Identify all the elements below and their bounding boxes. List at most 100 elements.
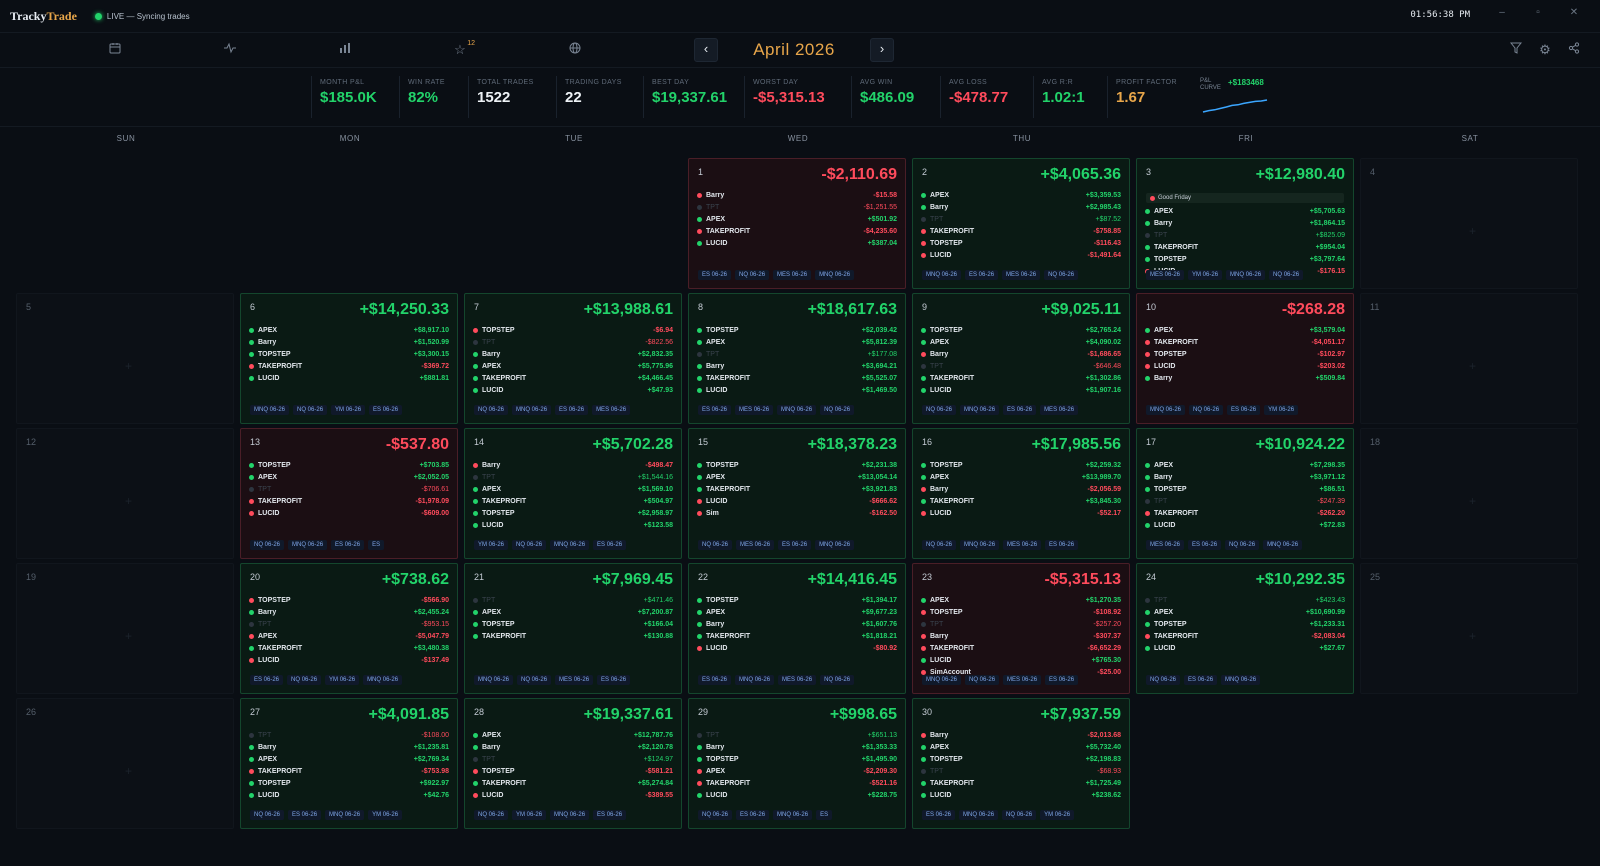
- instrument-tag[interactable]: NQ 06-26: [820, 675, 855, 685]
- instrument-tag[interactable]: MNQ 06-26: [959, 810, 999, 820]
- add-entry-icon[interactable]: +: [125, 493, 133, 508]
- account-row[interactable]: Barry -$1,686.65: [921, 348, 1121, 360]
- instrument-tag[interactable]: ES: [368, 540, 385, 550]
- account-row[interactable]: APEX +$5,812.39: [697, 336, 897, 348]
- account-row[interactable]: TOPSTEP +$2,765.24: [921, 324, 1121, 336]
- account-row[interactable]: TAKEPROFIT +$130.88: [473, 630, 673, 642]
- instrument-tag[interactable]: MES 06-26: [1040, 405, 1079, 415]
- account-row[interactable]: Barry +$1,607.76: [697, 618, 897, 630]
- gear-icon[interactable]: ⚙: [1539, 42, 1551, 57]
- account-row[interactable]: Barry +$3,971.12: [1145, 471, 1345, 483]
- account-row[interactable]: APEX +$13,054.14: [697, 471, 897, 483]
- account-row[interactable]: TAKEPROFIT -$262.20: [1145, 507, 1345, 519]
- account-row[interactable]: LUCID +$238.62: [921, 789, 1121, 801]
- day-cell-19[interactable]: 19 +: [16, 563, 234, 694]
- instrument-tag[interactable]: YM 06-26: [474, 540, 509, 550]
- account-row[interactable]: LUCID +$765.30: [921, 654, 1121, 666]
- account-row[interactable]: TAKEPROFIT +$3,480.38: [249, 642, 449, 654]
- instrument-tag[interactable]: MNQ 06-26: [550, 540, 590, 550]
- account-row[interactable]: Barry +$2,455.24: [249, 606, 449, 618]
- account-row[interactable]: Barry +$1,353.33: [697, 741, 897, 753]
- account-row[interactable]: TAKEPROFIT -$2,083.04: [1145, 630, 1345, 642]
- instrument-tag[interactable]: MES 06-26: [1003, 540, 1042, 550]
- account-row[interactable]: Barry +$3,694.21: [697, 360, 897, 372]
- day-cell-6[interactable]: 6 +$14,250.33 APEX +$8,917.10 Barry +$1,520.9…: [240, 293, 458, 424]
- account-row[interactable]: APEX +$5,732.40: [921, 741, 1121, 753]
- account-row[interactable]: TOPSTEP -$102.97: [1145, 348, 1345, 360]
- instrument-tag[interactable]: NQ 06-26: [735, 270, 770, 280]
- day-cell-12[interactable]: 12 +: [16, 428, 234, 559]
- instrument-tag[interactable]: MES 06-26: [1146, 270, 1185, 280]
- account-row[interactable]: APEX +$5,705.63: [1145, 205, 1345, 217]
- account-row[interactable]: TAKEPROFIT -$1,978.09: [249, 495, 449, 507]
- day-cell-2[interactable]: 2 +$4,065.36 APEX +$3,359.53 Barry +$2,985.43…: [912, 158, 1130, 289]
- account-row[interactable]: LUCID +$72.83: [1145, 519, 1345, 531]
- activity-icon[interactable]: [222, 42, 238, 58]
- account-row[interactable]: TOPSTEP +$703.85: [249, 459, 449, 471]
- account-row[interactable]: TPT +$124.97: [473, 753, 673, 765]
- account-row[interactable]: TOPSTEP +$166.04: [473, 618, 673, 630]
- instrument-tag[interactable]: NQ 06-26: [474, 405, 509, 415]
- account-row[interactable]: Barry -$498.47: [473, 459, 673, 471]
- instrument-tag[interactable]: ES 06-26: [555, 405, 589, 415]
- day-cell-10[interactable]: 10 -$268.28 APEX +$3,579.04 TAKEPROFIT -$4,05…: [1136, 293, 1354, 424]
- instrument-tag[interactable]: ES 06-26: [1045, 540, 1079, 550]
- bar-chart-icon[interactable]: [337, 42, 353, 58]
- instrument-tag[interactable]: NQ 06-26: [965, 675, 1000, 685]
- account-row[interactable]: TPT +$651.13: [697, 729, 897, 741]
- account-row[interactable]: TOPSTEP +$86.51: [1145, 483, 1345, 495]
- instrument-tag[interactable]: MES 06-26: [773, 270, 812, 280]
- account-row[interactable]: TPT +$423.43: [1145, 594, 1345, 606]
- instrument-tag[interactable]: ES 06-26: [1003, 405, 1037, 415]
- account-row[interactable]: TAKEPROFIT -$4,235.60: [697, 225, 897, 237]
- account-row[interactable]: APEX +$3,579.04: [1145, 324, 1345, 336]
- account-row[interactable]: Barry +$2,120.78: [473, 741, 673, 753]
- add-entry-icon[interactable]: +: [1469, 358, 1477, 373]
- globe-icon[interactable]: [567, 42, 583, 58]
- account-row[interactable]: TOPSTEP +$2,198.83: [921, 753, 1121, 765]
- instrument-tag[interactable]: MNQ 06-26: [512, 405, 552, 415]
- account-row[interactable]: TPT -$257.20: [921, 618, 1121, 630]
- day-cell-30[interactable]: 30 +$7,937.59 Barry -$2,013.68 APEX +$5,732.4…: [912, 698, 1130, 829]
- account-row[interactable]: LUCID -$52.17: [921, 507, 1121, 519]
- instrument-tag[interactable]: ES 06-26: [250, 675, 284, 685]
- account-row[interactable]: TPT +$825.09: [1145, 229, 1345, 241]
- instrument-tag[interactable]: NQ 06-26: [1269, 270, 1304, 280]
- instrument-tag[interactable]: ES 06-26: [1045, 675, 1079, 685]
- account-row[interactable]: APEX +$7,200.87: [473, 606, 673, 618]
- instrument-tag[interactable]: NQ 06-26: [250, 540, 285, 550]
- account-row[interactable]: LUCID +$42.76: [249, 789, 449, 801]
- instrument-tag[interactable]: NQ 06-26: [287, 675, 322, 685]
- minimize-button[interactable]: –: [1499, 7, 1505, 18]
- instrument-tag[interactable]: ES 06-26: [1227, 405, 1261, 415]
- account-row[interactable]: TOPSTEP +$2,231.38: [697, 459, 897, 471]
- account-row[interactable]: LUCID -$609.00: [249, 507, 449, 519]
- account-row[interactable]: APEX +$5,775.96: [473, 360, 673, 372]
- instrument-tag[interactable]: NQ 06-26: [293, 405, 328, 415]
- account-row[interactable]: Barry -$2,013.68: [921, 729, 1121, 741]
- instrument-tag[interactable]: MNQ 06-26: [250, 405, 290, 415]
- account-row[interactable]: Barry +$2,832.35: [473, 348, 673, 360]
- account-row[interactable]: APEX +$13,989.70: [921, 471, 1121, 483]
- instrument-tag[interactable]: MNQ 06-26: [735, 675, 775, 685]
- maximize-button[interactable]: ▫: [1536, 7, 1540, 18]
- instrument-tag[interactable]: MNQ 06-26: [550, 810, 590, 820]
- account-row[interactable]: LUCID -$203.02: [1145, 360, 1345, 372]
- prev-month-button[interactable]: ‹: [694, 38, 718, 62]
- instrument-tag[interactable]: MNQ 06-26: [288, 540, 328, 550]
- close-button[interactable]: ✕: [1569, 7, 1579, 18]
- account-row[interactable]: Barry -$15.58: [697, 189, 897, 201]
- account-row[interactable]: Barry +$1,235.81: [249, 741, 449, 753]
- account-row[interactable]: APEX +$12,787.76: [473, 729, 673, 741]
- day-cell-1[interactable]: 1 -$2,110.69 Barry -$15.58 TPT -$1,251.55 APEX…: [688, 158, 906, 289]
- day-cell-25[interactable]: 25 +: [1360, 563, 1578, 694]
- account-row[interactable]: APEX +$3,359.53: [921, 189, 1121, 201]
- account-row[interactable]: Barry -$307.37: [921, 630, 1121, 642]
- account-row[interactable]: TAKEPROFIT +$1,818.21: [697, 630, 897, 642]
- account-row[interactable]: APEX +$7,298.35: [1145, 459, 1345, 471]
- instrument-tag[interactable]: ES 06-26: [1188, 540, 1222, 550]
- instrument-tag[interactable]: MNQ 06-26: [773, 810, 813, 820]
- account-row[interactable]: LUCID -$80.92: [697, 642, 897, 654]
- account-row[interactable]: APEX +$1,569.10: [473, 483, 673, 495]
- account-row[interactable]: Barry +$509.84: [1145, 372, 1345, 384]
